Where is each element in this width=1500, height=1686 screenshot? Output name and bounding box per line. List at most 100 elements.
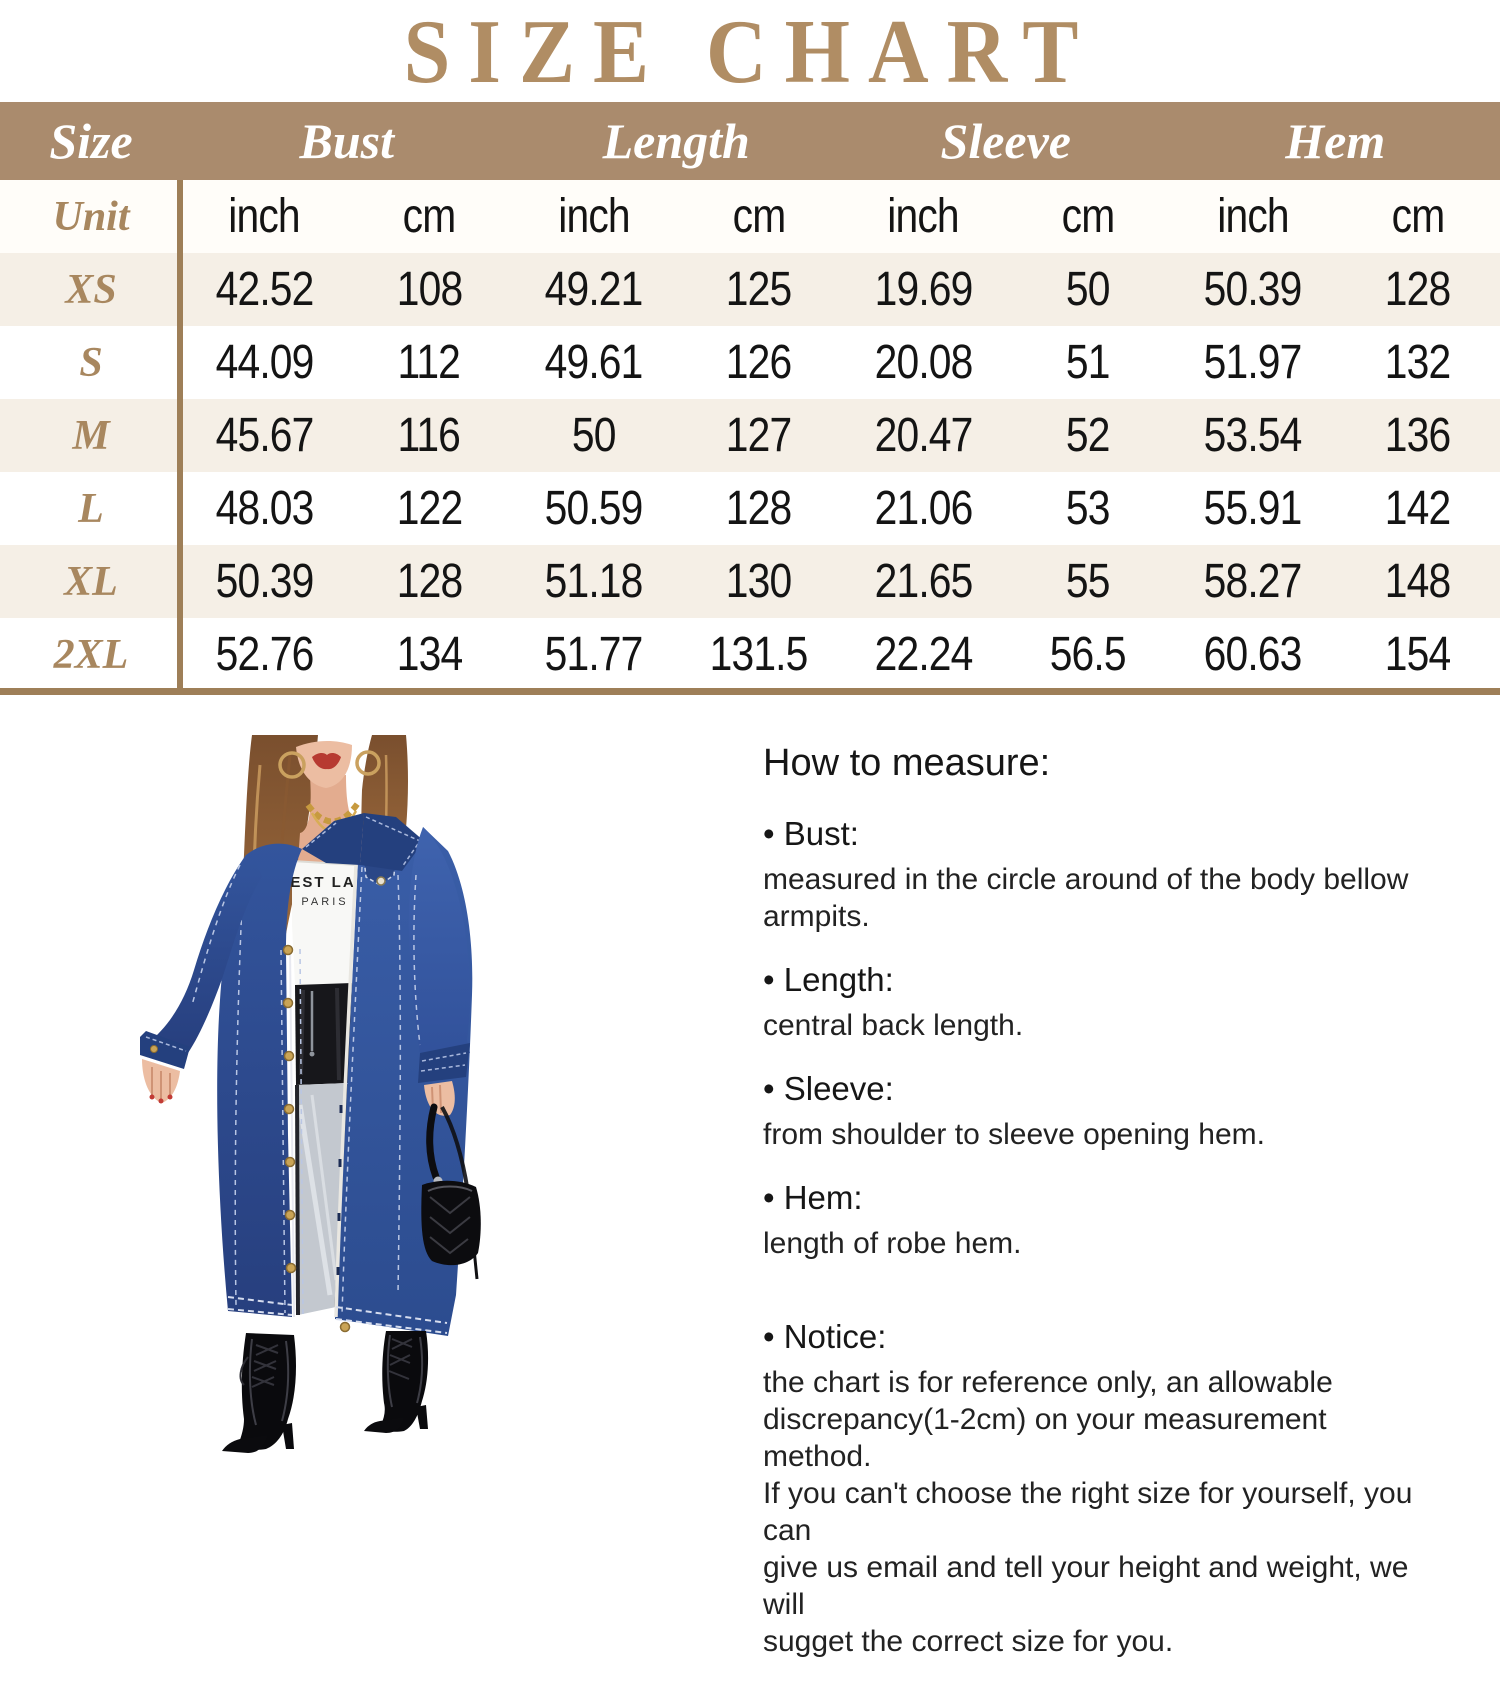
value-cell: 51.18 [545, 554, 643, 609]
value-cell: 108 [396, 262, 462, 317]
unit-cell: inch [558, 189, 629, 244]
pocket-button [377, 877, 385, 885]
guide-text: length of robe hem. [763, 1225, 1443, 1262]
value-cell: 51.77 [545, 627, 643, 682]
unit-cell: inch [229, 189, 300, 244]
guide-heading: How to measure: [763, 742, 1443, 785]
value-cell: 128 [396, 554, 462, 609]
value-cell: 49.61 [545, 335, 643, 390]
notice-line: If you can't choose the right size for y… [763, 1475, 1443, 1549]
guide-label: • Sleeve: [763, 1070, 1443, 1108]
size-label: 2XL [54, 631, 129, 679]
page-title: SIZE CHART [0, 0, 1500, 105]
guide-section-sleeve: • Sleeve: from shoulder to sleeve openin… [763, 1070, 1443, 1153]
value-cell: 148 [1385, 554, 1451, 609]
guide-label: • Length: [763, 961, 1443, 999]
value-cell: 126 [726, 335, 792, 390]
left-boot [222, 1333, 296, 1453]
table-row-xl: XL 50.39 128 51.18 130 21.65 55 58.27 14… [0, 545, 1500, 618]
size-label: L [78, 485, 104, 533]
value-cell: 51 [1066, 335, 1110, 390]
value-cell: 128 [726, 481, 792, 536]
unit-cell: cm [1391, 189, 1444, 244]
guide-label: • Hem: [763, 1179, 1443, 1217]
value-cell: 53.54 [1204, 408, 1302, 463]
guide-section-length: • Length: central back length. [763, 961, 1443, 1044]
value-cell: 53 [1066, 481, 1110, 536]
value-cell: 55 [1066, 554, 1110, 609]
unit-cell: cm [403, 189, 456, 244]
crop-top-text-2: PARIS [301, 896, 348, 908]
value-cell: 22.24 [874, 627, 972, 682]
value-cell: 125 [726, 262, 792, 317]
table-row-m: M 45.67 116 50 127 20.47 52 53.54 136 [0, 399, 1500, 472]
value-cell: 45.67 [215, 408, 313, 463]
notice-line: sugget the correct size for you. [763, 1623, 1443, 1660]
value-cell: 58.27 [1204, 554, 1302, 609]
value-cell: 56.5 [1050, 627, 1126, 682]
value-cell: 21.65 [874, 554, 972, 609]
guide-section-notice: • Notice: the chart is for reference onl… [763, 1318, 1443, 1660]
unit-cell: cm [1062, 189, 1115, 244]
value-cell: 50.39 [1204, 262, 1302, 317]
model-photo: EST LA PARIS [140, 735, 700, 1460]
value-cell: 50 [572, 408, 616, 463]
value-cell: 55.91 [1204, 481, 1302, 536]
header-sleeve: Sleeve [841, 102, 1171, 180]
header-hem: Hem [1171, 102, 1500, 180]
right-boot [364, 1331, 428, 1433]
value-cell: 128 [1385, 262, 1451, 317]
unit-label: Unit [52, 193, 129, 241]
table-row-xs: XS 42.52 108 49.21 125 19.69 50 50.39 12… [0, 253, 1500, 326]
value-cell: 48.03 [215, 481, 313, 536]
unit-cell: inch [1217, 189, 1288, 244]
value-cell: 21.06 [874, 481, 972, 536]
header-size: Size [0, 102, 182, 180]
value-cell: 52.76 [215, 627, 313, 682]
value-cell: 122 [396, 481, 462, 536]
table-column-divider [177, 180, 183, 690]
value-cell: 116 [398, 408, 461, 463]
size-chart-table: Size Bust Length Sleeve Hem Unit inch cm… [0, 102, 1500, 691]
value-cell: 44.09 [215, 335, 313, 390]
value-cell: 134 [396, 627, 462, 682]
notice-line: discrepancy(1-2cm) on your measurement m… [763, 1401, 1443, 1475]
unit-cell: cm [732, 189, 785, 244]
boots [222, 1331, 428, 1453]
guide-text: measured in the circle around of the bod… [763, 861, 1443, 935]
size-label: XL [64, 558, 118, 606]
value-cell: 112 [398, 335, 461, 390]
guide-text: from shoulder to sleeve opening hem. [763, 1116, 1443, 1153]
value-cell: 50.59 [545, 481, 643, 536]
table-row-2xl: 2XL 52.76 134 51.77 131.5 22.24 56.5 60.… [0, 618, 1500, 691]
notice-line: the chart is for reference only, an allo… [763, 1364, 1443, 1401]
hem-button [341, 1323, 350, 1332]
size-label: S [79, 339, 102, 387]
value-cell: 50.39 [215, 554, 313, 609]
value-cell: 130 [726, 554, 792, 609]
value-cell: 52 [1066, 408, 1110, 463]
size-label: XS [65, 266, 116, 314]
value-cell: 20.08 [874, 335, 972, 390]
header-length: Length [512, 102, 842, 180]
value-cell: 19.69 [874, 262, 972, 317]
value-cell: 127 [726, 408, 792, 463]
value-cell: 50 [1066, 262, 1110, 317]
guide-section-bust: • Bust: measured in the circle around of… [763, 815, 1443, 935]
guide-label: • Notice: [763, 1318, 1443, 1356]
guide-text: central back length. [763, 1007, 1443, 1044]
notice-line: give us email and tell your height and w… [763, 1549, 1443, 1623]
value-cell: 42.52 [215, 262, 313, 317]
unit-row: Unit inch cm inch cm inch cm inch cm [0, 180, 1500, 253]
unit-cell: inch [888, 189, 959, 244]
value-cell: 131.5 [710, 627, 808, 682]
table-bottom-border [0, 688, 1500, 695]
measure-guide: How to measure: • Bust: measured in the … [763, 742, 1443, 1686]
value-cell: 51.97 [1204, 335, 1302, 390]
table-header-row: Size Bust Length Sleeve Hem [0, 102, 1500, 180]
size-label: M [72, 412, 109, 460]
value-cell: 154 [1385, 627, 1451, 682]
guide-section-hem: • Hem: length of robe hem. [763, 1179, 1443, 1262]
value-cell: 60.63 [1204, 627, 1302, 682]
table-row-s: S 44.09 112 49.61 126 20.08 51 51.97 132 [0, 326, 1500, 399]
